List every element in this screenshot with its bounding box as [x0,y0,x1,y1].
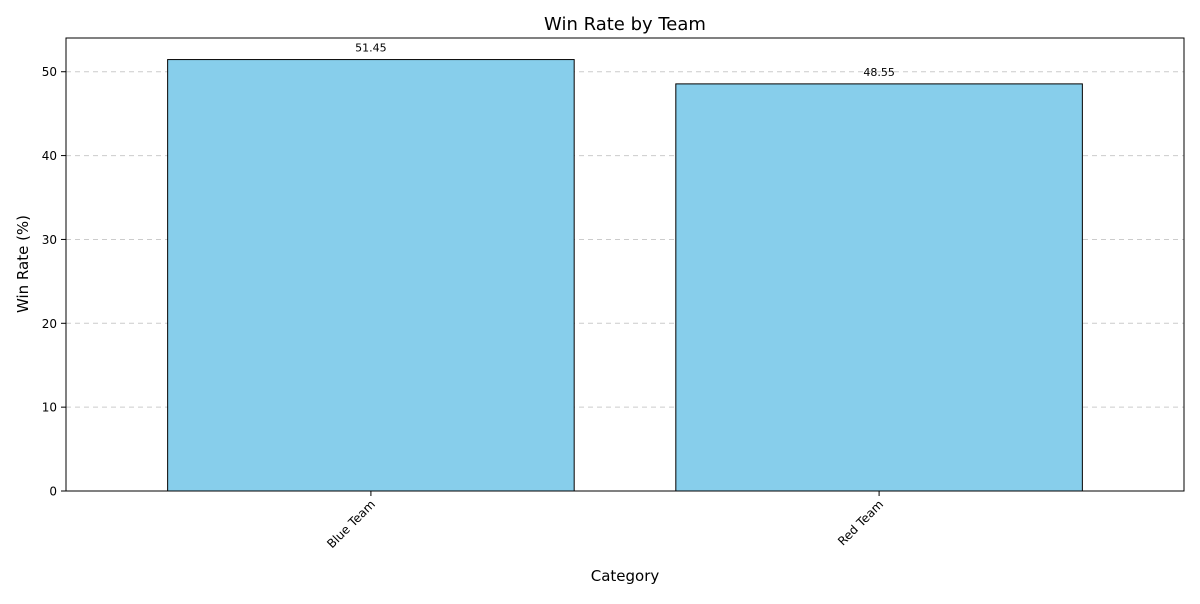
bar-value-label: 51.45 [355,42,387,55]
bars-layer [167,59,1083,492]
y-tick-label: 10 [42,401,57,415]
y-axis-label: Win Rate (%) [14,215,32,313]
chart-title: Win Rate by Team [544,14,706,35]
value-labels: 51.45 48.55 [355,42,895,79]
x-axis: Blue Team Red Team [324,491,886,551]
y-tick-label: 40 [42,149,57,163]
plot-frame [65,37,1185,492]
y-tick-label: 0 [49,485,57,499]
x-axis-label: Category [591,567,660,585]
x-tick-label: Red Team [835,497,886,548]
bar-value-label: 48.55 [863,66,895,79]
y-tick-label: 30 [42,233,57,247]
y-tick-label: 20 [42,317,57,331]
bar [167,59,575,492]
x-tick-label: Blue Team [324,497,378,551]
bar [675,83,1083,492]
y-axis: 0 10 20 30 40 50 [42,65,66,499]
y-tick-label: 50 [42,65,57,79]
